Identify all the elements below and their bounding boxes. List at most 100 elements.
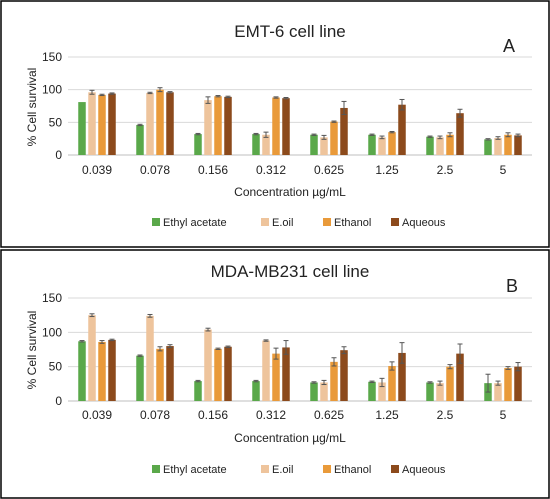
panel-label: A	[503, 36, 515, 56]
error-bar	[427, 381, 433, 384]
bar	[426, 136, 434, 155]
y-tick-label: 0	[55, 394, 62, 408]
x-tick-label: 0.078	[140, 163, 170, 177]
error-bar	[437, 135, 443, 140]
legend-swatch	[323, 465, 331, 473]
bar	[340, 107, 348, 155]
y-tick-label: 100	[42, 83, 62, 97]
legend-swatch	[152, 465, 160, 473]
bar	[494, 138, 502, 155]
bar	[166, 346, 174, 401]
legend-label: Aqueous	[402, 217, 446, 229]
bar	[204, 100, 212, 155]
bar	[504, 134, 512, 155]
bar	[98, 341, 106, 401]
bar	[340, 350, 348, 401]
chart-title: EMT-6 cell line	[234, 22, 345, 41]
chart-mdamb231: MDA-MB231 cell line B % Cell survival Co…	[25, 262, 532, 476]
bar	[78, 341, 86, 401]
bar	[368, 134, 376, 155]
error-bar	[253, 379, 259, 383]
legend-item: Aqueous	[391, 464, 446, 476]
error-bar	[495, 136, 501, 140]
error-bar	[137, 123, 143, 127]
error-bar	[109, 338, 115, 342]
legend: Ethyl acetate E.oil Ethanol Aqueous	[152, 464, 446, 476]
x-tick-label: 5	[500, 408, 507, 422]
bar	[214, 96, 222, 155]
error-bar	[225, 345, 231, 348]
error-bar	[331, 357, 337, 367]
legend-label: Ethanol	[334, 464, 371, 476]
bar	[436, 383, 444, 401]
error-bar	[311, 133, 317, 136]
x-tick-label: 0.156	[198, 408, 228, 422]
error-bar	[505, 366, 511, 370]
bar	[214, 348, 222, 401]
x-axis-label: Concentration µg/mL	[234, 431, 346, 445]
error-bar	[427, 135, 433, 138]
chart-title: MDA-MB231 cell line	[211, 262, 370, 281]
error-bar	[157, 346, 163, 352]
x-tick-label: 0.312	[256, 408, 286, 422]
error-bar	[225, 95, 231, 99]
error-bar	[79, 340, 85, 343]
x-tick-label: 0.039	[82, 408, 112, 422]
x-tick-label: 5	[500, 163, 507, 177]
bar	[224, 96, 232, 155]
bar	[514, 366, 522, 401]
bar	[156, 348, 164, 401]
bar	[108, 339, 116, 401]
x-tick-label: 0.078	[140, 408, 170, 422]
x-tick-label: 0.625	[314, 163, 344, 177]
error-bar	[253, 132, 259, 136]
bar	[504, 368, 512, 401]
bar	[194, 381, 202, 401]
legend-label: E.oil	[272, 464, 293, 476]
bar	[446, 366, 454, 401]
error-bar	[283, 340, 289, 355]
error-bar	[147, 313, 153, 318]
legend-swatch	[323, 218, 331, 226]
error-bar	[283, 97, 289, 100]
y-axis-label: % Cell survival	[25, 311, 39, 390]
error-bar	[137, 354, 143, 357]
error-bar	[157, 87, 163, 93]
x-tick-label: 1.25	[375, 408, 399, 422]
legend-label: Aqueous	[402, 464, 446, 476]
chart-emt6: EMT-6 cell line A % Cell survival Concen…	[25, 22, 532, 229]
error-bar	[341, 346, 347, 355]
bar	[330, 361, 338, 401]
error-bar	[341, 100, 347, 115]
x-tick-label: 0.312	[256, 163, 286, 177]
bar	[398, 352, 406, 401]
error-bar	[515, 133, 521, 138]
bar	[252, 381, 260, 401]
bar	[204, 329, 212, 401]
error-bar	[399, 98, 405, 111]
bar	[426, 382, 434, 401]
y-tick-label: 150	[42, 50, 62, 64]
legend-item: Ethyl acetate	[152, 464, 227, 476]
legend-label: E.oil	[272, 217, 293, 229]
legend-label: Ethyl acetate	[163, 464, 227, 476]
bar	[88, 315, 96, 401]
x-tick-label: 0.039	[82, 163, 112, 177]
error-bar	[273, 347, 279, 360]
y-tick-label: 0	[55, 148, 62, 162]
bar	[108, 93, 116, 155]
error-bar	[99, 93, 105, 97]
legend-item: Ethanol	[323, 464, 371, 476]
error-bar	[195, 132, 201, 136]
error-bar	[321, 134, 327, 140]
bar	[388, 132, 396, 155]
error-bar	[167, 344, 173, 348]
error-bar	[505, 132, 511, 138]
error-bar	[89, 89, 95, 95]
bar	[136, 355, 144, 401]
bar	[456, 113, 464, 155]
legend-item: Aqueous	[391, 217, 446, 229]
bar	[398, 104, 406, 155]
error-bar	[389, 361, 395, 371]
